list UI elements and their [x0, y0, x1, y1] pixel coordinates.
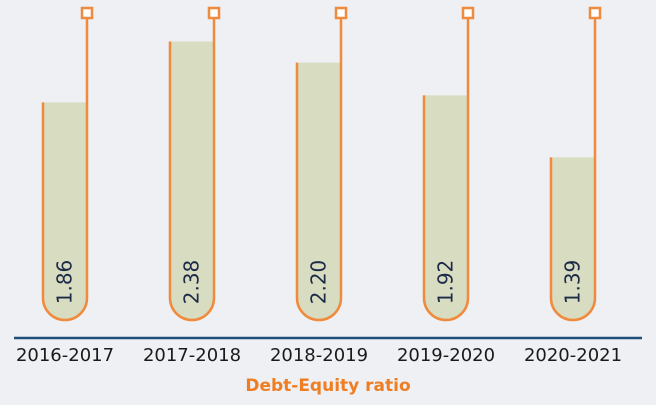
chart-title: Debt-Equity ratio	[245, 376, 410, 396]
tube-cap	[588, 6, 602, 20]
value-label: 2.38	[180, 260, 204, 305]
tube-outline	[41, 18, 89, 322]
tube-outline	[295, 18, 343, 322]
tube-outline	[168, 18, 216, 322]
x-tick-label: 2016-2017	[16, 345, 114, 366]
tube-cap	[80, 6, 94, 20]
bar	[297, 62, 341, 320]
x-tick-label: 2019-2020	[397, 345, 495, 366]
tube-outline	[549, 18, 597, 322]
value-label: 1.86	[53, 260, 77, 305]
value-label: 2.20	[307, 260, 331, 305]
x-tick-label: 2020-2021	[524, 345, 622, 366]
bar	[170, 41, 214, 320]
value-label: 1.92	[434, 260, 458, 305]
bar	[424, 95, 468, 320]
tube-outline	[422, 18, 470, 322]
x-tick-label: 2018-2019	[270, 345, 368, 366]
bar	[43, 102, 87, 320]
x-tick-label: 2017-2018	[143, 345, 241, 366]
tube-cap	[207, 6, 221, 20]
bar	[551, 157, 595, 320]
tube-cap	[334, 6, 348, 20]
tube-cap	[461, 6, 475, 20]
value-label: 1.39	[561, 260, 585, 305]
